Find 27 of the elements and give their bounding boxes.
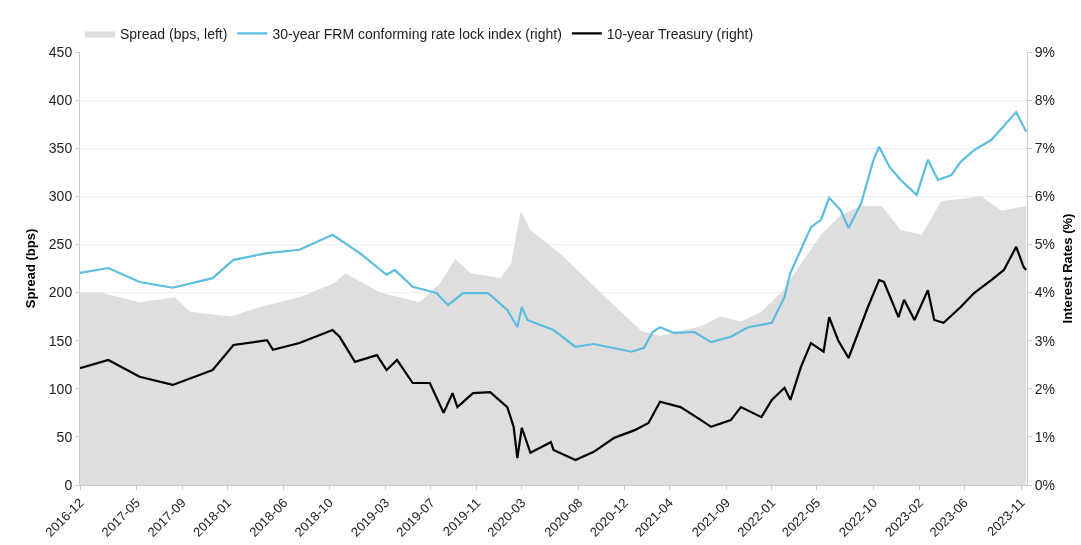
y-tick-label: 450 (48, 43, 73, 60)
y-axis-title: Spread (bps) (22, 228, 38, 309)
y2-tick-label: 1% (1034, 428, 1056, 445)
y2-tick-label: 3% (1034, 332, 1056, 349)
legend-label: 30-year FRM conforming rate lock index (right) (272, 25, 562, 42)
y-tick-label: 0 (64, 476, 73, 493)
y-tick-label: 400 (48, 92, 73, 109)
line-series (80, 111, 1027, 353)
y-tick-label: 300 (48, 188, 73, 205)
y-tick-label: 150 (48, 332, 73, 349)
y-tick-label: 350 (48, 140, 73, 157)
y-tick-label: 100 (48, 380, 73, 397)
y2-tick-label: 5% (1034, 236, 1056, 253)
y2-axis-title: Interest Rates (%) (1059, 213, 1075, 324)
y2-tick-label: 0% (1034, 476, 1056, 493)
y-tick-label: 250 (48, 236, 73, 253)
y2-tick-label: 6% (1034, 188, 1056, 205)
legend-label: 10-year Treasury (right) (606, 25, 754, 42)
y2-tick-label: 4% (1034, 284, 1056, 301)
y-tick-label: 200 (48, 284, 73, 301)
line-series (80, 245, 1027, 462)
y2-tick-label: 9% (1034, 43, 1056, 60)
y2-tick-label: 7% (1034, 140, 1056, 157)
y2-tick-label: 8% (1034, 92, 1056, 109)
y-tick-label: 50 (56, 428, 73, 445)
y2-tick-label: 2% (1034, 380, 1056, 397)
legend-label: Spread (bps, left) (120, 25, 228, 42)
